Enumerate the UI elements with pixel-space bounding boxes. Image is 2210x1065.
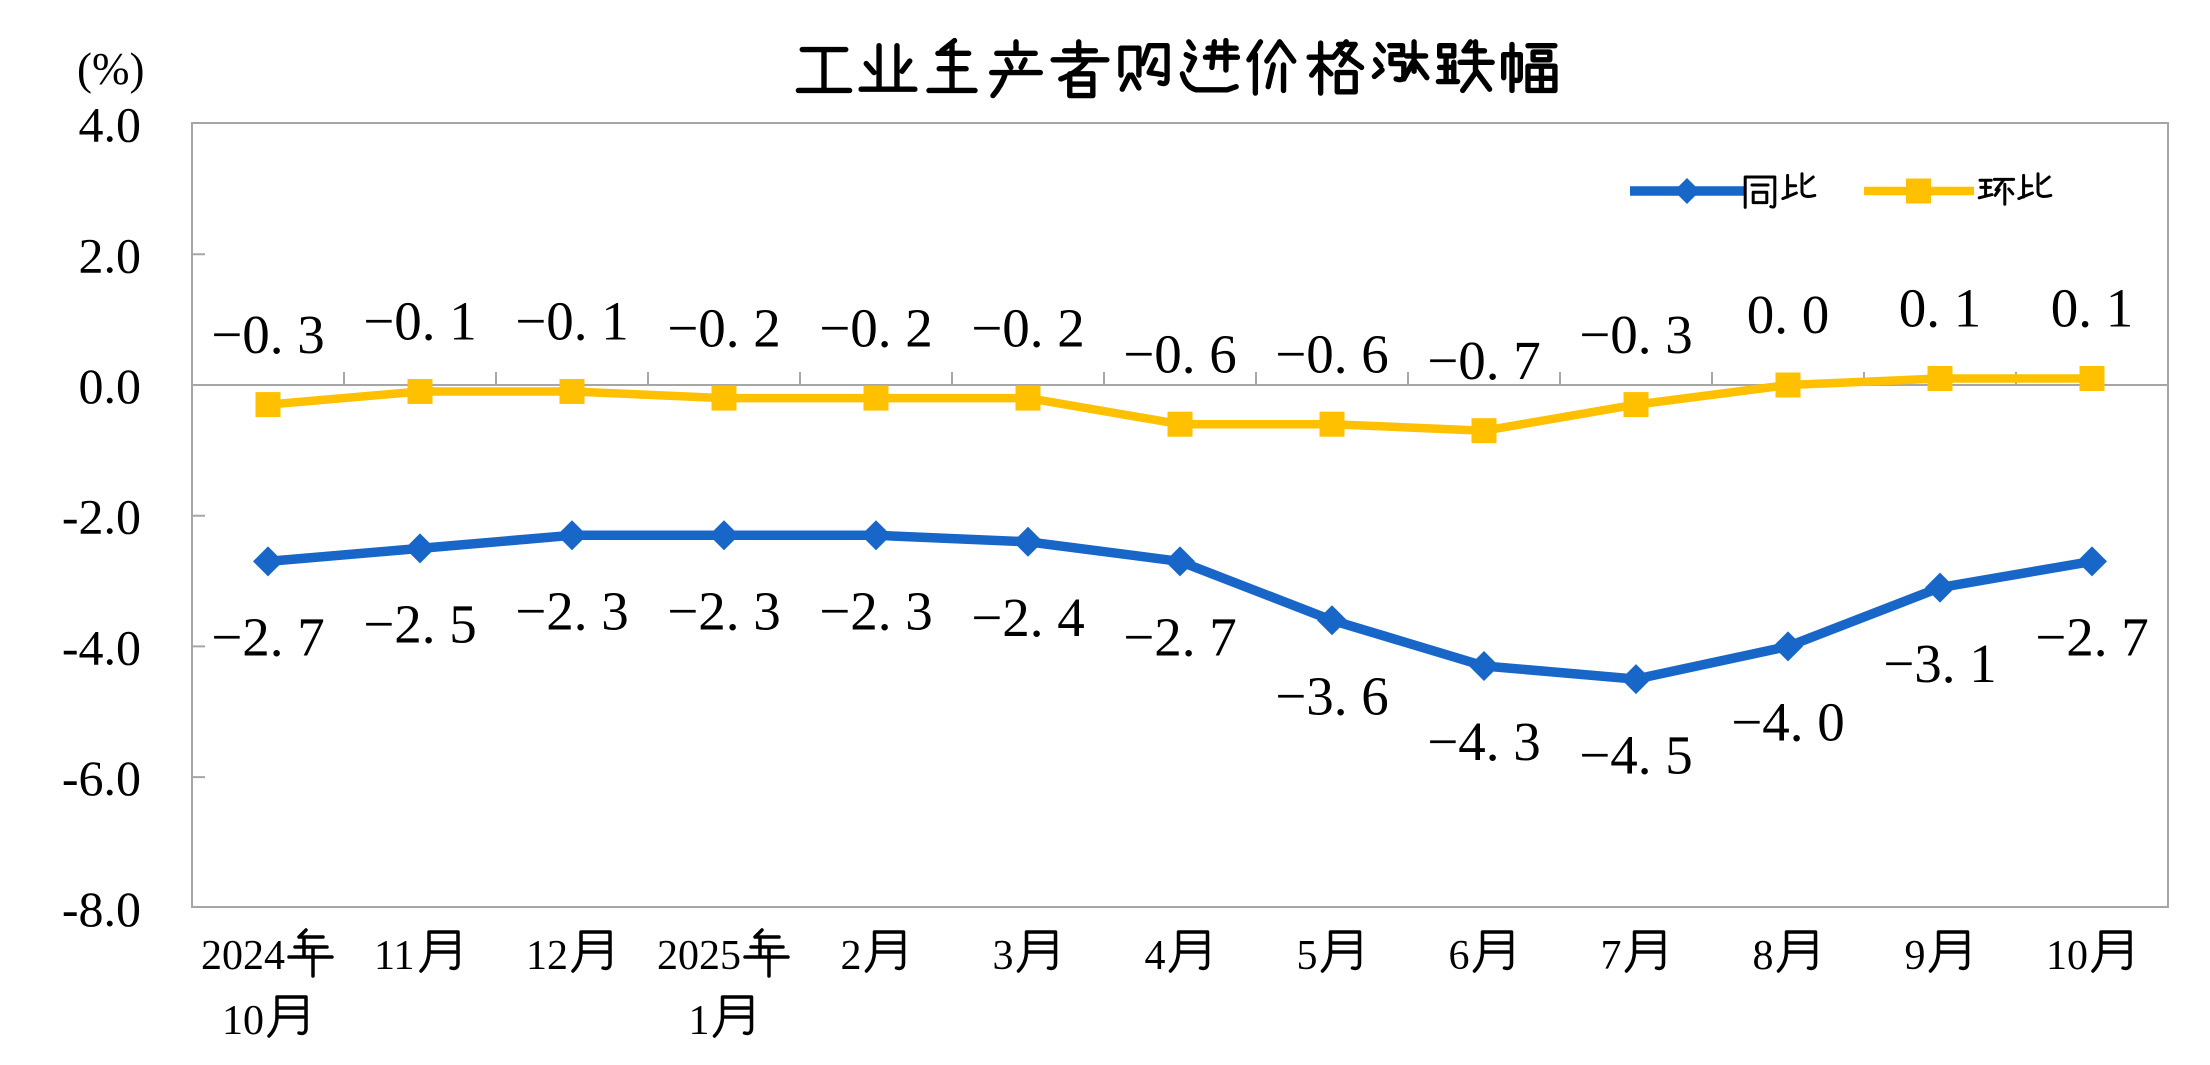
svg-text:0.0: 0.0: [79, 358, 142, 414]
svg-text:12: 12: [526, 933, 568, 979]
svg-text:4: 4: [1145, 933, 1166, 979]
svg-text:−0. 6: −0. 6: [1123, 323, 1237, 384]
svg-text:−2. 4: −2. 4: [971, 587, 1085, 648]
svg-text:−0. 1: −0. 1: [363, 291, 477, 352]
svg-text:−0. 6: −0. 6: [1275, 323, 1389, 384]
svg-text:−0. 7: −0. 7: [1427, 330, 1541, 391]
svg-text:11: 11: [374, 933, 414, 979]
svg-text:9: 9: [1905, 933, 1926, 979]
svg-text:−3. 6: −3. 6: [1275, 666, 1389, 727]
svg-text:3: 3: [993, 933, 1014, 979]
svg-text:-6.0: -6.0: [62, 750, 141, 806]
svg-text:2: 2: [841, 933, 862, 979]
svg-text:−0. 3: −0. 3: [211, 304, 325, 365]
svg-text:2025: 2025: [657, 933, 741, 979]
svg-text:0. 0: 0. 0: [1747, 284, 1830, 345]
svg-text:10: 10: [2046, 933, 2088, 979]
svg-text:−0. 2: −0. 2: [971, 297, 1085, 358]
svg-text:−0. 2: −0. 2: [667, 297, 781, 358]
svg-text:(%): (%): [77, 44, 144, 94]
svg-text:-8.0: -8.0: [62, 881, 141, 937]
svg-text:5: 5: [1297, 933, 1318, 979]
svg-text:−2. 3: −2. 3: [515, 581, 629, 642]
svg-text:0. 1: 0. 1: [1899, 278, 1982, 339]
svg-text:−0. 1: −0. 1: [515, 291, 629, 352]
svg-text:-2.0: -2.0: [62, 489, 141, 545]
svg-text:−0. 2: −0. 2: [819, 297, 933, 358]
svg-text:2024: 2024: [201, 933, 285, 979]
svg-text:−2. 7: −2. 7: [2035, 607, 2149, 668]
svg-text:2.0: 2.0: [79, 227, 142, 283]
svg-text:−4. 0: −4. 0: [1731, 692, 1845, 753]
svg-text:0. 1: 0. 1: [2051, 278, 2134, 339]
svg-text:7: 7: [1601, 933, 1622, 979]
svg-text:−4. 5: −4. 5: [1579, 724, 1693, 785]
svg-text:6: 6: [1449, 933, 1470, 979]
svg-text:1: 1: [689, 998, 710, 1044]
svg-text:8: 8: [1753, 933, 1774, 979]
svg-text:10: 10: [222, 998, 264, 1044]
svg-text:−2. 7: −2. 7: [211, 607, 325, 668]
svg-text:−2. 7: −2. 7: [1123, 607, 1237, 668]
svg-text:−2. 3: −2. 3: [819, 581, 933, 642]
svg-text:4.0: 4.0: [79, 97, 142, 153]
svg-text:−2. 5: −2. 5: [363, 594, 477, 655]
svg-text:−3. 1: −3. 1: [1883, 633, 1997, 694]
svg-text:−2. 3: −2. 3: [667, 581, 781, 642]
svg-text:−4. 3: −4. 3: [1427, 711, 1541, 772]
svg-text:-4.0: -4.0: [62, 619, 141, 675]
svg-text:−0. 3: −0. 3: [1579, 304, 1693, 365]
